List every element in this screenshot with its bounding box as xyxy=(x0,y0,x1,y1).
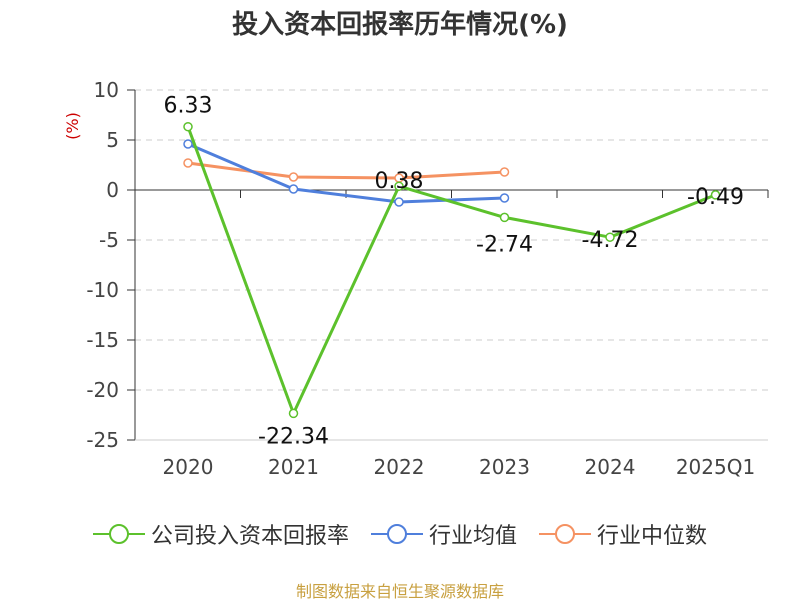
data-label: -2.74 xyxy=(476,232,533,257)
source-note: 制图数据来自恒生聚源数据库 xyxy=(295,582,504,601)
y-tick-label: 0 xyxy=(106,178,119,202)
legend-item-industry-median[interactable]: 行业中位数 xyxy=(539,518,707,550)
y-tick-label: -20 xyxy=(86,378,119,402)
data-point xyxy=(394,197,404,207)
legend-label-industry-mean: 行业均值 xyxy=(428,524,517,549)
data-label: -0.49 xyxy=(687,185,744,210)
data-point xyxy=(710,190,721,200)
data-point xyxy=(288,184,299,194)
x-tick-label: 2022 xyxy=(374,455,425,479)
series-line xyxy=(187,142,505,204)
data-point xyxy=(288,408,299,419)
data-point xyxy=(394,181,404,191)
y-tick-label: -15 xyxy=(86,328,119,352)
legend-marker-industry-median xyxy=(539,522,591,546)
data-point xyxy=(499,212,510,223)
data-point xyxy=(605,232,615,242)
legend-item-company[interactable]: 公司投入资本回报率 xyxy=(92,518,349,550)
y-tick-label: -25 xyxy=(86,428,119,452)
legend-marker-company xyxy=(92,522,145,546)
series-line xyxy=(187,161,505,180)
x-tick-label: 2020 xyxy=(163,455,214,479)
x-tick-label: 2025Q1 xyxy=(676,455,755,479)
data-label: -22.34 xyxy=(258,424,329,449)
x-tick-label: 2023 xyxy=(479,455,530,479)
x-tick-label: 2024 xyxy=(585,455,636,479)
y-axis-label: (%) xyxy=(63,112,82,140)
y-tick-label: 10 xyxy=(94,78,119,102)
chart-title: 投入资本回报率历年情况(%) xyxy=(232,10,568,40)
data-label: 6.33 xyxy=(164,94,213,119)
data-point xyxy=(183,121,193,132)
legend-marker-industry-mean xyxy=(370,522,423,546)
data-point xyxy=(499,167,510,177)
x-tick-label: 2021 xyxy=(268,455,319,479)
legend-label-industry-median: 行业中位数 xyxy=(597,524,708,549)
series-line xyxy=(186,126,717,415)
data-point xyxy=(183,139,193,149)
data-point xyxy=(288,172,299,182)
legend: 公司投入资本回报率 行业均值 行业中位数 xyxy=(0,518,800,550)
legend-item-industry-mean[interactable]: 行业均值 xyxy=(370,518,517,550)
y-tick-label: -5 xyxy=(99,228,119,252)
line-chart: 10 5 0 -5 -10 -15 -20 -25 2020 2021 2022 2023 2024 20… xyxy=(63,78,769,479)
data-point xyxy=(499,193,510,203)
data-point xyxy=(183,158,193,168)
y-tick-label: -10 xyxy=(86,278,119,302)
data-label: -4.72 xyxy=(582,228,639,253)
legend-label-company: 公司投入资本回报率 xyxy=(150,524,349,549)
data-label: 0.38 xyxy=(375,169,424,194)
y-tick-label: 5 xyxy=(106,128,119,152)
